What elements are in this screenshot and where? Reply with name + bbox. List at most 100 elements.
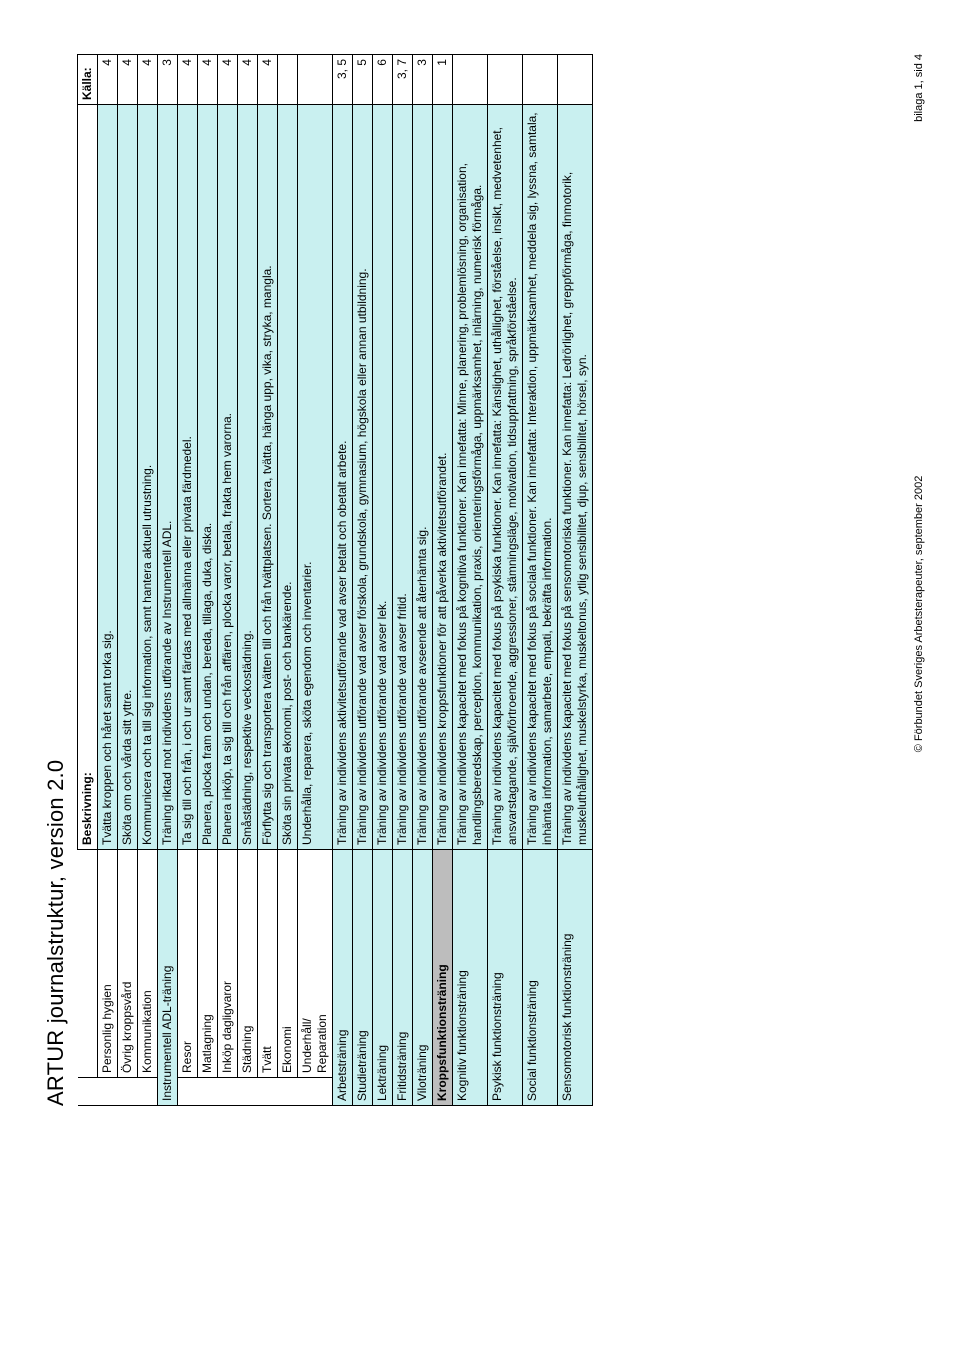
row-source: 4 bbox=[198, 54, 218, 104]
page-footer: © Förbundet Sveriges Arbetsterapeuter, s… bbox=[913, 26, 925, 1326]
col-header-beskrivning: Beskrivning: bbox=[78, 104, 98, 849]
row-source: 6 bbox=[373, 54, 393, 104]
row-description: Underhålla, reparera, sköta egendom och … bbox=[298, 104, 333, 849]
row-source: 4 bbox=[258, 54, 278, 104]
table-row: ViloträningTräning av individens utföran… bbox=[413, 54, 433, 1105]
table-row: StudieträningTräning av individens utför… bbox=[353, 54, 373, 1105]
row-description: Träning av individens kroppsfunktioner f… bbox=[433, 104, 453, 849]
journal-table: Beskrivning: Källa: Personlig hygienTvät… bbox=[77, 54, 593, 1106]
table-header-row: Beskrivning: Källa: bbox=[78, 54, 98, 1105]
table-row: ArbetsträningTräning av individens aktiv… bbox=[333, 54, 353, 1105]
row-source bbox=[558, 54, 593, 104]
col-blank-1 bbox=[78, 1077, 98, 1105]
row-label: Underhåll/ Reparation bbox=[298, 849, 333, 1077]
row-description: Ta sig till och från, i och ur samt färd… bbox=[178, 104, 198, 849]
row-source: 3, 7 bbox=[393, 54, 413, 104]
row-description: Träning av individens utförande avseende… bbox=[413, 104, 433, 849]
row-source bbox=[488, 54, 523, 104]
table-row: EkonomiSköta sin privata ekonomi, post- … bbox=[278, 54, 298, 1105]
table-row: Kognitiv funktionsträningTräning av indi… bbox=[453, 54, 488, 1105]
row-label: Kommunikation bbox=[138, 849, 158, 1077]
row-source: 4 bbox=[98, 54, 118, 104]
table-row: FritidsträningTräning av individens utfö… bbox=[393, 54, 413, 1105]
subheading-label: Lekträning bbox=[373, 849, 393, 1105]
col-header-kalla: Källa: bbox=[78, 54, 98, 104]
table-row: MatlagningPlanera, plocka fram och undan… bbox=[198, 54, 218, 1105]
row-description: Träning av individens utförande vad avse… bbox=[353, 104, 373, 849]
row-source: 1 bbox=[433, 54, 453, 104]
row-description: Träning riktad mot individens utförande … bbox=[158, 104, 178, 849]
subheading-label: Viloträning bbox=[413, 849, 433, 1105]
table-row: ResorTa sig till och från, i och ur samt… bbox=[178, 54, 198, 1105]
subheading-label: Psykisk funktionsträning bbox=[488, 849, 523, 1105]
row-spacer bbox=[138, 1077, 158, 1105]
row-description: Planera inköp, ta sig till och från affä… bbox=[218, 104, 238, 849]
row-description: Träning av individens kapacitet med foku… bbox=[488, 104, 523, 849]
row-source: 4 bbox=[138, 54, 158, 104]
subheading-label: Arbetsträning bbox=[333, 849, 353, 1105]
table-row: Underhåll/ ReparationUnderhålla, reparer… bbox=[298, 54, 333, 1105]
row-source bbox=[523, 54, 558, 104]
row-label: Tvätt bbox=[258, 849, 278, 1077]
row-spacer bbox=[278, 1077, 298, 1105]
row-label: Matlagning bbox=[198, 849, 218, 1077]
row-source: 4 bbox=[118, 54, 138, 104]
row-spacer bbox=[258, 1077, 278, 1105]
row-source: 5 bbox=[353, 54, 373, 104]
row-description: Träning av individens kapacitet med foku… bbox=[558, 104, 593, 849]
table-row: Personlig hygienTvätta kroppen och håret… bbox=[98, 54, 118, 1105]
row-source: 3, 5 bbox=[333, 54, 353, 104]
row-label: Städning bbox=[238, 849, 258, 1077]
table-row: Sensomotorisk funktionsträningTräning av… bbox=[558, 54, 593, 1105]
row-description: Träning av individens aktivitetsutförand… bbox=[333, 104, 353, 849]
row-label: Inköp dagligvaror bbox=[218, 849, 238, 1077]
row-description: Tvätta kroppen och håret samt torka sig. bbox=[98, 104, 118, 849]
row-description: Träning av individens kapacitet med foku… bbox=[523, 104, 558, 849]
subheading-label: Studieträning bbox=[353, 849, 373, 1105]
table-row: Psykisk funktionsträningTräning av indiv… bbox=[488, 54, 523, 1105]
row-source: 3 bbox=[158, 54, 178, 104]
row-spacer bbox=[98, 1077, 118, 1105]
table-row: Inköp dagligvarorPlanera inköp, ta sig t… bbox=[218, 54, 238, 1105]
table-row: Social funktionsträningTräning av indivi… bbox=[523, 54, 558, 1105]
row-description: Planera, plocka fram och undan, bereda, … bbox=[198, 104, 218, 849]
row-label: Personlig hygien bbox=[98, 849, 118, 1077]
subheading-label: Kognitiv funktionsträning bbox=[453, 849, 488, 1105]
row-description: Träning av individens utförande vad avse… bbox=[393, 104, 413, 849]
row-description: Småstädning, respektive veckostädning. bbox=[238, 104, 258, 849]
subheading-label: Sensomotorisk funktionsträning bbox=[558, 849, 593, 1105]
row-source: 3 bbox=[413, 54, 433, 104]
table-row: TvättFörflytta sig och transportera tvät… bbox=[258, 54, 278, 1105]
row-source bbox=[453, 54, 488, 104]
row-source: 4 bbox=[218, 54, 238, 104]
row-spacer bbox=[298, 1077, 333, 1105]
subheading-label: Social funktionsträning bbox=[523, 849, 558, 1105]
row-spacer bbox=[218, 1077, 238, 1105]
footer-pageref: bilaga 1, sid 4 bbox=[913, 54, 925, 122]
table-row: KroppsfunktionsträningTräning av individ… bbox=[433, 54, 453, 1105]
row-label: Resor bbox=[178, 849, 198, 1077]
document-page: ARTUR journalstruktur, version 2.0 Beskr… bbox=[25, 26, 935, 1326]
row-description: Träning av individens utförande vad avse… bbox=[373, 104, 393, 849]
table-row: StädningSmåstädning, respektive veckostä… bbox=[238, 54, 258, 1105]
row-source: 4 bbox=[238, 54, 258, 104]
page-title: ARTUR journalstruktur, version 2.0 bbox=[43, 54, 69, 1106]
table-row: KommunikationKommunicera och ta till sig… bbox=[138, 54, 158, 1105]
footer-copyright: © Förbundet Sveriges Arbetsterapeuter, s… bbox=[913, 121, 925, 1105]
row-source bbox=[278, 54, 298, 104]
col-blank-2 bbox=[78, 849, 98, 1077]
row-description: Sköta sin privata ekonomi, post- och ban… bbox=[278, 104, 298, 849]
subheading-label: Fritidsträning bbox=[393, 849, 413, 1105]
row-source: 4 bbox=[178, 54, 198, 104]
section-label: Kroppsfunktionsträning bbox=[433, 849, 453, 1105]
table-row: LekträningTräning av individens utförand… bbox=[373, 54, 393, 1105]
row-label: Övrig kroppsvård bbox=[118, 849, 138, 1077]
row-spacer bbox=[118, 1077, 138, 1105]
row-spacer bbox=[198, 1077, 218, 1105]
row-source bbox=[298, 54, 333, 104]
row-spacer bbox=[238, 1077, 258, 1105]
row-description: Träning av individens kapacitet med foku… bbox=[453, 104, 488, 849]
row-description: Sköta om och vårda sitt yttre. bbox=[118, 104, 138, 849]
row-spacer bbox=[178, 1077, 198, 1105]
row-label: Ekonomi bbox=[278, 849, 298, 1077]
